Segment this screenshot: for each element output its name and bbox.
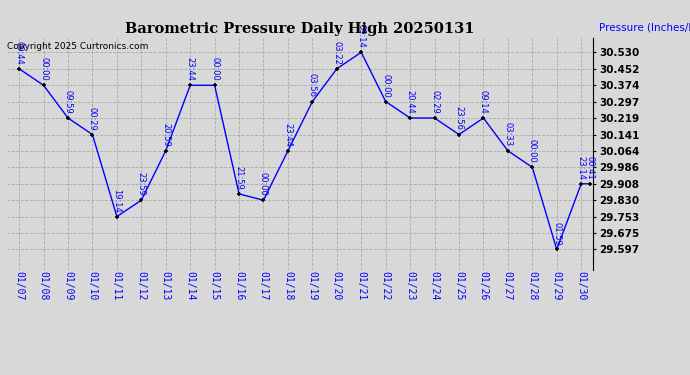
Text: 00:00: 00:00 <box>259 172 268 196</box>
Point <box>14 66 25 72</box>
Point <box>551 246 562 252</box>
Text: 19:14: 19:14 <box>112 189 121 212</box>
Text: 02:29: 02:29 <box>430 90 439 114</box>
Point <box>307 99 318 105</box>
Point <box>136 197 147 203</box>
Text: 01:59: 01:59 <box>552 222 561 245</box>
Text: 00:41: 00:41 <box>585 156 594 180</box>
Point <box>404 115 415 121</box>
Text: 00:00: 00:00 <box>528 140 537 163</box>
Point <box>584 181 595 187</box>
Point <box>429 115 440 121</box>
Point <box>111 213 122 219</box>
Text: 03:22: 03:22 <box>333 41 342 64</box>
Text: 23:44: 23:44 <box>186 57 195 81</box>
Point <box>87 132 98 138</box>
Text: 03:33: 03:33 <box>504 123 513 147</box>
Text: 00:00: 00:00 <box>381 74 390 98</box>
Text: 23:56: 23:56 <box>455 106 464 130</box>
Text: 23:59: 23:59 <box>137 172 146 196</box>
Point <box>331 66 342 72</box>
Text: 20:59: 20:59 <box>161 123 170 147</box>
Text: 00:00: 00:00 <box>39 57 48 81</box>
Text: Pressure (Inches/Hg): Pressure (Inches/Hg) <box>599 23 690 33</box>
Text: 21:59: 21:59 <box>235 166 244 190</box>
Text: 03:56: 03:56 <box>308 74 317 98</box>
Point <box>380 99 391 105</box>
Point <box>453 132 464 138</box>
Text: 00:00: 00:00 <box>210 57 219 81</box>
Point <box>575 181 586 187</box>
Text: 20:44: 20:44 <box>406 90 415 114</box>
Text: 23:14: 23:14 <box>577 156 586 180</box>
Point <box>160 148 171 154</box>
Point <box>258 197 269 203</box>
Point <box>526 164 538 170</box>
Title: Barometric Pressure Daily High 20250131: Barometric Pressure Daily High 20250131 <box>126 22 475 36</box>
Point <box>282 148 293 154</box>
Text: 09:44: 09:44 <box>14 41 23 64</box>
Point <box>38 82 49 88</box>
Point <box>502 148 513 154</box>
Text: Copyright 2025 Curtronics.com: Copyright 2025 Curtronics.com <box>8 42 149 51</box>
Text: 09:14: 09:14 <box>357 24 366 48</box>
Text: 09:59: 09:59 <box>63 90 72 114</box>
Point <box>209 82 220 88</box>
Text: 09:14: 09:14 <box>479 90 488 114</box>
Point <box>185 82 196 88</box>
Point <box>478 115 489 121</box>
Point <box>63 115 74 121</box>
Point <box>356 49 367 55</box>
Text: 23:44: 23:44 <box>284 123 293 147</box>
Point <box>233 191 244 197</box>
Text: 00:29: 00:29 <box>88 106 97 130</box>
